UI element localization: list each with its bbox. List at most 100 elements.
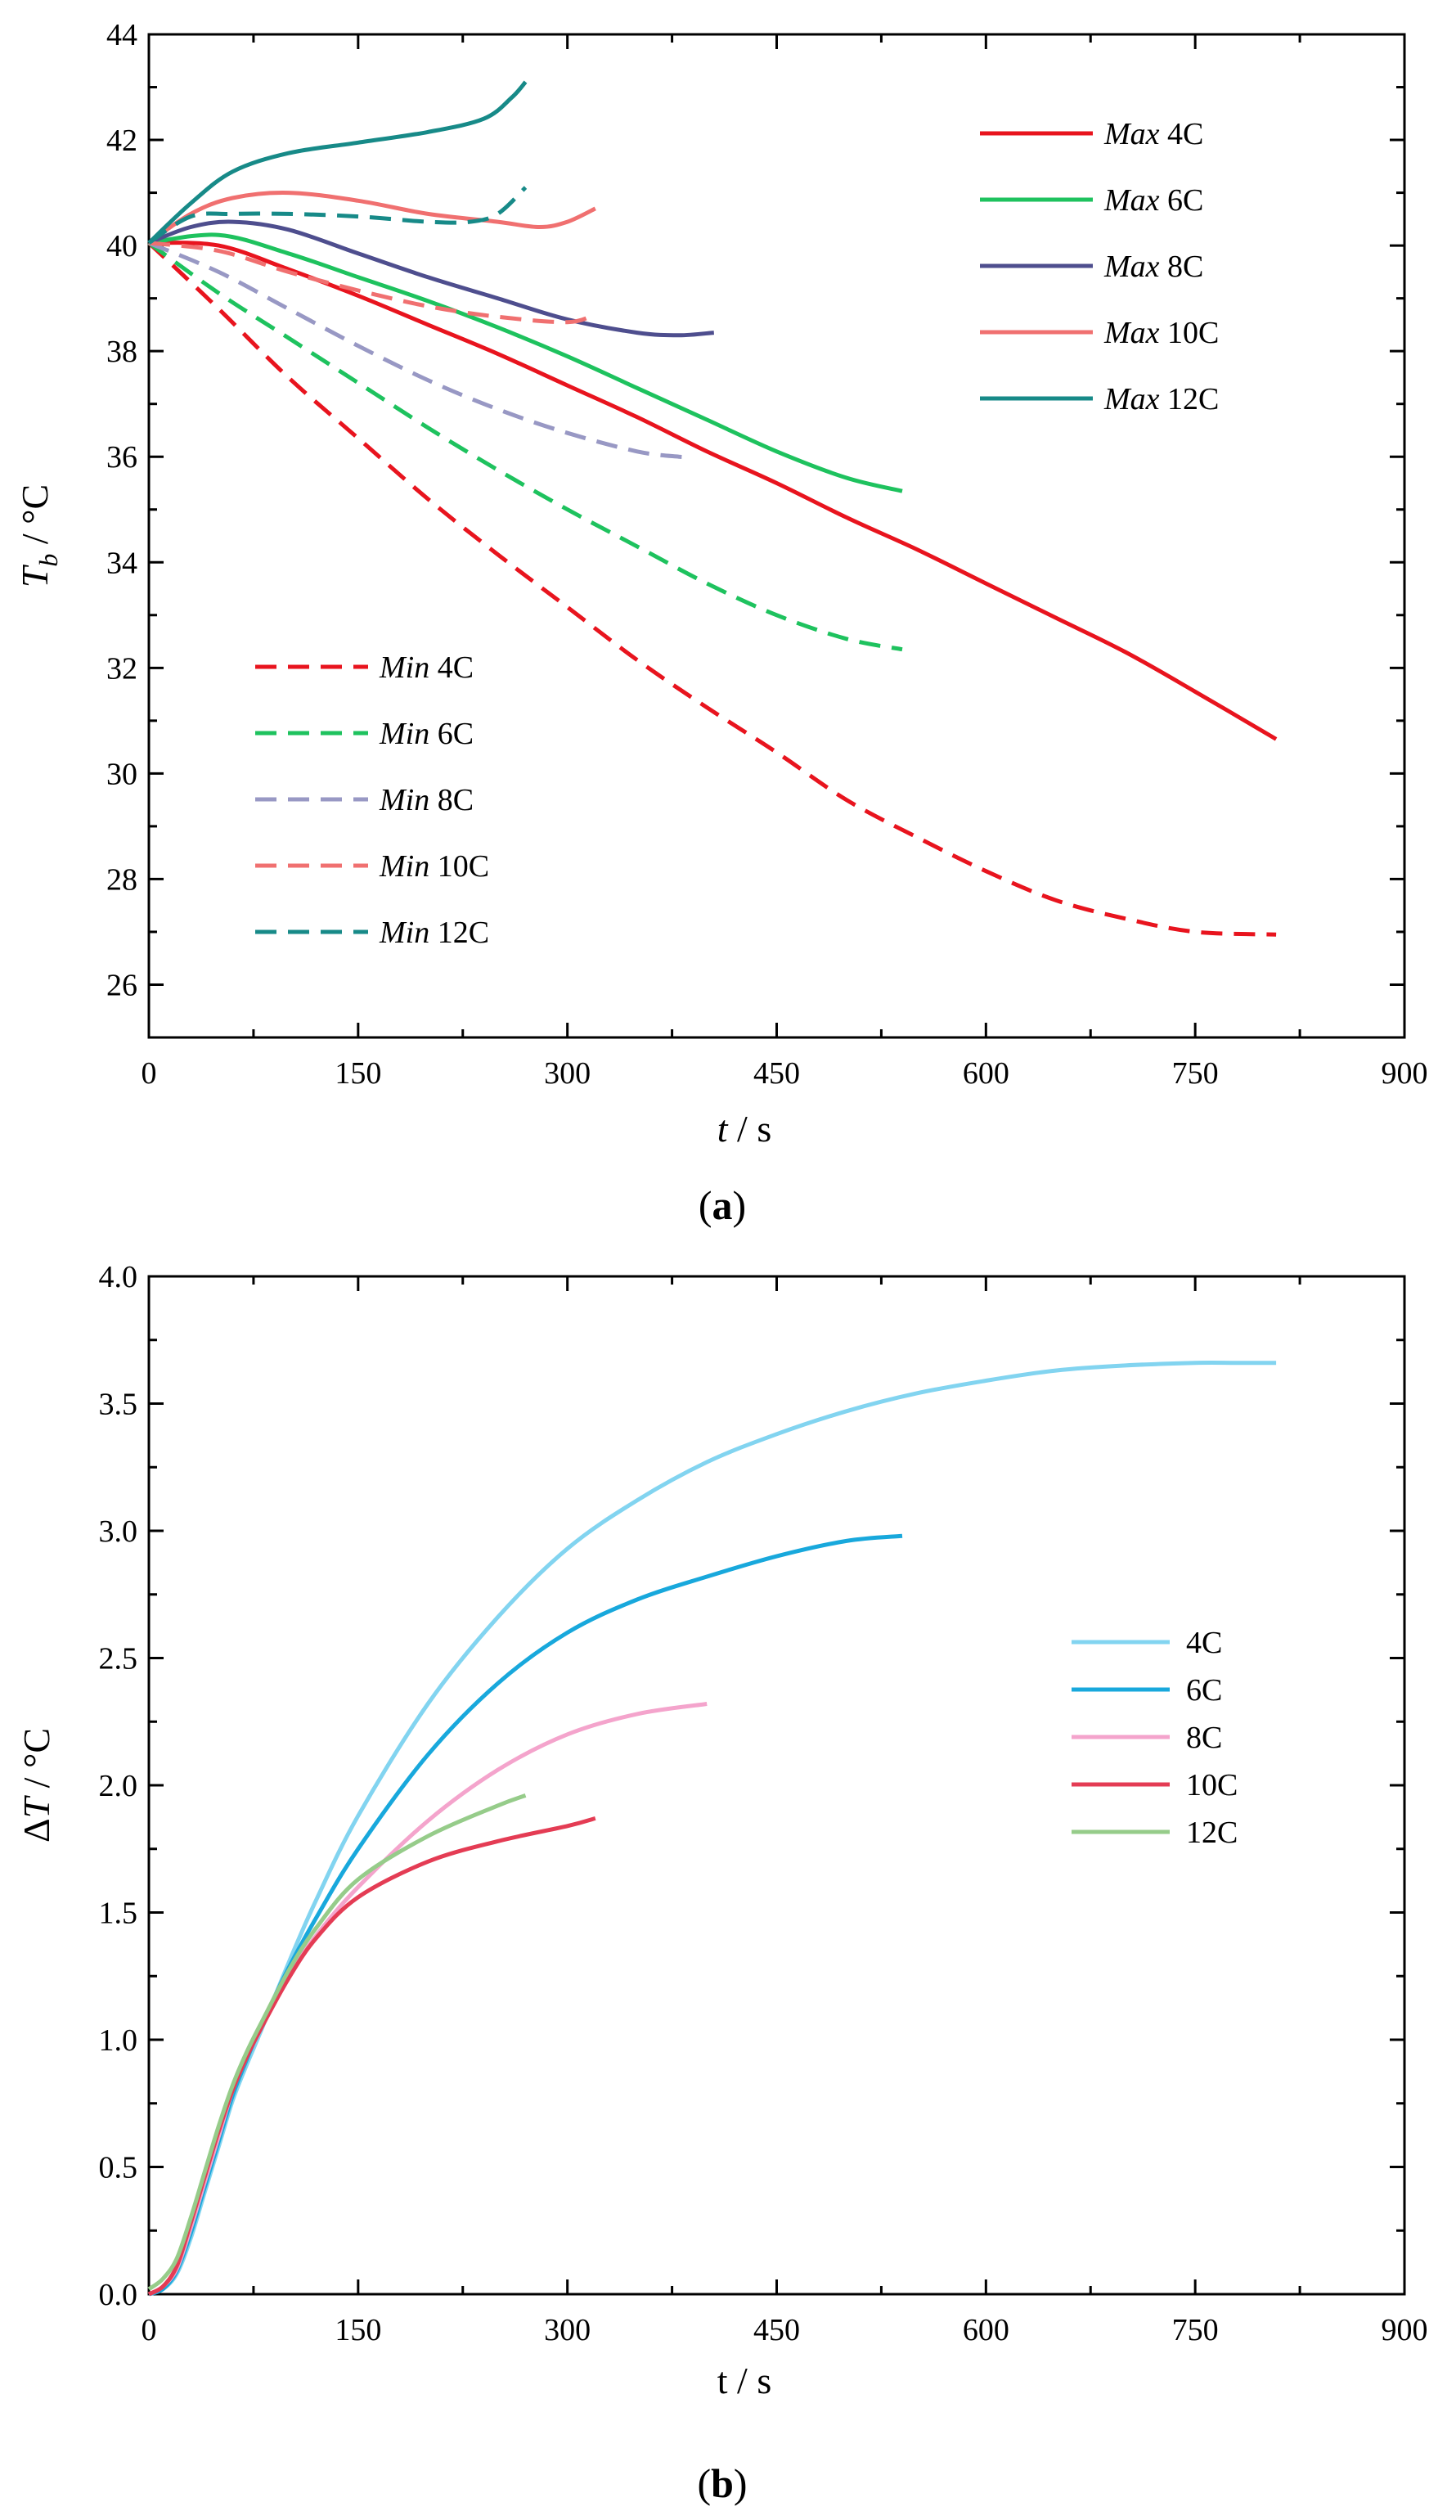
y-tick-label: 42 bbox=[106, 124, 137, 158]
x-tick-label: 750 bbox=[1172, 2313, 1219, 2347]
x-tick-label: 450 bbox=[753, 1056, 800, 1091]
legend-label: 8C bbox=[1186, 1721, 1222, 1755]
x-tick-label: 0 bbox=[142, 1056, 157, 1091]
legend-label: Min 10C bbox=[379, 849, 489, 884]
legend-label: Min 4C bbox=[379, 650, 474, 685]
legend-prefix: Min bbox=[379, 783, 429, 817]
y-tick-label: 36 bbox=[106, 440, 137, 475]
x-tick-label: 900 bbox=[1382, 1056, 1428, 1091]
tick-group-b: 0 150 300 450 600 750 900 0.0 0.5 1.0 1.5 2.0 2.5 3.0… bbox=[99, 1260, 1428, 2347]
series-line-10c bbox=[147, 1816, 596, 2297]
legend-label: Max 6C bbox=[1103, 183, 1203, 218]
legend-label: 6C bbox=[1186, 1673, 1222, 1708]
legend-label: 10C bbox=[1186, 1768, 1238, 1802]
legend-label: Min 6C bbox=[379, 717, 474, 751]
legend-prefix: Max bbox=[1103, 250, 1160, 284]
x-tick-label: 750 bbox=[1172, 1056, 1219, 1091]
series-line-8c bbox=[147, 1702, 708, 2297]
legend-rate: 6C bbox=[1160, 183, 1204, 218]
series-line-12c bbox=[147, 1793, 527, 2291]
legend-label: Max 4C bbox=[1103, 117, 1203, 151]
legend-rate: 8C bbox=[1160, 250, 1204, 284]
legend-prefix: Max bbox=[1103, 117, 1160, 151]
x-tick-label: 900 bbox=[1382, 2313, 1428, 2347]
y-tick-label: 4.0 bbox=[99, 1260, 138, 1294]
y-tick-label: 34 bbox=[106, 546, 137, 580]
y-tick-label: 38 bbox=[106, 335, 137, 369]
series-line-max-8c bbox=[148, 219, 714, 338]
legend-label: Max 12C bbox=[1103, 382, 1219, 416]
x-tick-label: 0 bbox=[142, 2313, 157, 2347]
x-tick-label: 150 bbox=[335, 2313, 381, 2347]
legend-prefix: Min bbox=[379, 849, 429, 884]
legend-label: 4C bbox=[1186, 1626, 1222, 1660]
legend-prefix: Max bbox=[1103, 316, 1160, 350]
series-line-max-10c bbox=[147, 191, 596, 245]
panel-a: 0 150 300 450 600 750 90026283032343638404244 … bbox=[14, 18, 1428, 1228]
y-tick-label: 32 bbox=[106, 651, 137, 686]
y-axis-label-b: ΔT / °C bbox=[16, 1728, 57, 1843]
series-line-max-12c bbox=[147, 80, 528, 245]
series-line-min-10c bbox=[148, 241, 596, 325]
x-axis-label-b: t / s bbox=[717, 2360, 771, 2401]
legend-rate: 8C bbox=[429, 783, 474, 817]
legend-rate: 12C bbox=[429, 916, 489, 950]
y-axis-label-a: Tb / °C bbox=[14, 484, 63, 587]
y-tick-label: 1.5 bbox=[99, 1897, 138, 1931]
x-axis-label-a: t / s bbox=[717, 1108, 771, 1150]
series-line-min-8c bbox=[148, 241, 694, 460]
series-line-min-4c bbox=[147, 241, 1277, 937]
x-tick-label: 300 bbox=[544, 1056, 591, 1091]
caption-b: (b) bbox=[697, 2460, 747, 2506]
tick-group-a: 0 150 300 450 600 750 900 26 28 30 32 34 36 38 40 42 44 bbox=[106, 18, 1428, 1091]
caption-a: (a) bbox=[699, 1182, 746, 1228]
x-tick-label: 600 bbox=[963, 1056, 1009, 1091]
legend-rate: 10C bbox=[429, 849, 489, 884]
y-tick-label: 28 bbox=[106, 862, 137, 897]
x-tick-label: 600 bbox=[963, 2313, 1009, 2347]
x-tick-label: 150 bbox=[335, 1056, 381, 1091]
legend-rate: 10C bbox=[1160, 316, 1220, 350]
series-line-6c bbox=[148, 1533, 903, 2297]
y-tick-label: 0.0 bbox=[99, 2278, 138, 2312]
series-line-min-12c bbox=[147, 186, 528, 245]
y-tick-label: 0.5 bbox=[99, 2151, 138, 2185]
y-tick-label: 2.0 bbox=[99, 1769, 138, 1803]
legend-rate: 4C bbox=[1160, 117, 1204, 151]
legend-prefix: Min bbox=[379, 650, 429, 685]
y-tick-label: 44 bbox=[106, 18, 137, 52]
legend-label: Min 8C bbox=[379, 783, 474, 817]
x-tick-label: 300 bbox=[544, 2313, 591, 2347]
legend-b: 4C 6C 8C 10C 12C bbox=[1072, 1626, 1238, 1850]
y-tick-label: 3.0 bbox=[99, 1514, 138, 1549]
panel-b: 0 150 300 450 600 750 900 0.0 0.5 1.0 1.5 2.0 2.5 3.0… bbox=[16, 1260, 1428, 2506]
y-tick-label: 40 bbox=[106, 229, 137, 263]
series-line-min-6c bbox=[147, 241, 903, 652]
legend-label: Max 10C bbox=[1103, 316, 1219, 350]
y-tick-label: 3.5 bbox=[99, 1388, 138, 1422]
legend-prefix: Max bbox=[1103, 382, 1160, 416]
legend-rate: 4C bbox=[429, 650, 474, 685]
legend-label: Max 8C bbox=[1103, 250, 1203, 284]
legend-rate: 6C bbox=[429, 717, 474, 751]
y-tick-label: 2.5 bbox=[99, 1642, 138, 1676]
y-tick-label: 1.0 bbox=[99, 2023, 138, 2058]
plot-frame-a bbox=[147, 33, 1406, 1039]
legend-prefix: Max bbox=[1103, 183, 1160, 218]
series-group-a bbox=[147, 80, 1278, 937]
series-line-4c bbox=[148, 1360, 1277, 2297]
series-line-max-4c bbox=[148, 241, 1278, 741]
legend-rate: 12C bbox=[1160, 382, 1220, 416]
x-tick-label: 450 bbox=[753, 2313, 800, 2347]
legend-prefix: Min bbox=[379, 717, 429, 751]
y-tick-label: 30 bbox=[106, 757, 137, 791]
series-line-max-6c bbox=[148, 232, 903, 493]
series-group-b bbox=[147, 1360, 1277, 2297]
y-tick-label: 26 bbox=[106, 968, 137, 1002]
legend-prefix: Min bbox=[379, 916, 429, 950]
legend-label: Min 12C bbox=[379, 916, 489, 950]
legend-label: 12C bbox=[1186, 1816, 1238, 1850]
